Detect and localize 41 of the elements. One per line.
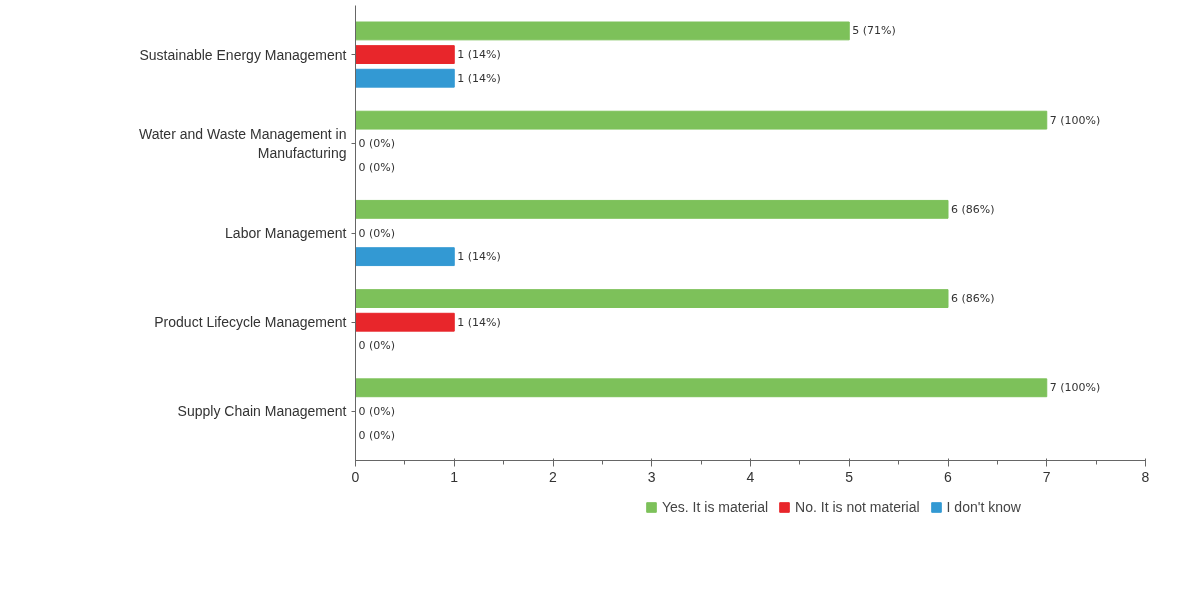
x-tick-label: 0 xyxy=(351,468,360,485)
x-tick-label: 3 xyxy=(647,468,656,485)
legend-label: No. It is not material xyxy=(795,499,920,515)
bar xyxy=(355,289,949,308)
data-label: 1 (14%) xyxy=(457,48,501,62)
data-label: 0 (0%) xyxy=(358,339,396,353)
data-label: 0 (0%) xyxy=(358,226,396,240)
x-tick-label: 1 xyxy=(450,468,459,485)
x-tick-label: 4 xyxy=(746,468,755,485)
data-label: 1 (14%) xyxy=(457,315,501,329)
data-label: 6 (86%) xyxy=(951,202,995,216)
x-tick-label: 6 xyxy=(944,468,953,485)
y-tick-label: Labor Management xyxy=(225,225,347,241)
data-label: 7 (100%) xyxy=(1049,381,1101,395)
y-tick-label: Water and Waste Management in Manufacturing xyxy=(139,126,347,162)
x-tick-label: 8 xyxy=(1141,468,1150,485)
bar xyxy=(355,68,455,88)
bar xyxy=(355,21,850,41)
bar xyxy=(355,378,1048,398)
legend-label: Yes. It is material xyxy=(662,499,769,515)
data-label: 1 (14%) xyxy=(457,71,501,85)
x-tick-label: 2 xyxy=(549,468,558,485)
data-label: 5 (71%) xyxy=(852,24,896,38)
y-tick-label: Product Lifecycle Management xyxy=(154,314,347,331)
data-label: 7 (100%) xyxy=(1049,113,1101,127)
x-tick-label: 7 xyxy=(1042,468,1051,485)
bar xyxy=(355,45,455,64)
y-tick-label: Sustainable Energy Management xyxy=(139,46,347,63)
data-label: 1 (14%) xyxy=(457,250,501,264)
data-label: 6 (86%) xyxy=(951,292,995,306)
y-tick-label: Supply Chain Management xyxy=(177,403,347,420)
bar xyxy=(355,199,949,219)
bar xyxy=(355,110,1048,130)
data-label: 0 (0%) xyxy=(358,160,396,174)
x-tick-label: 5 xyxy=(845,468,854,485)
legend-label: I don't know xyxy=(946,499,1021,515)
bar xyxy=(355,247,455,267)
bar xyxy=(355,312,455,332)
data-label: 0 (0%) xyxy=(358,404,396,418)
data-label: 0 (0%) xyxy=(358,428,396,442)
data-label: 0 (0%) xyxy=(358,137,396,151)
